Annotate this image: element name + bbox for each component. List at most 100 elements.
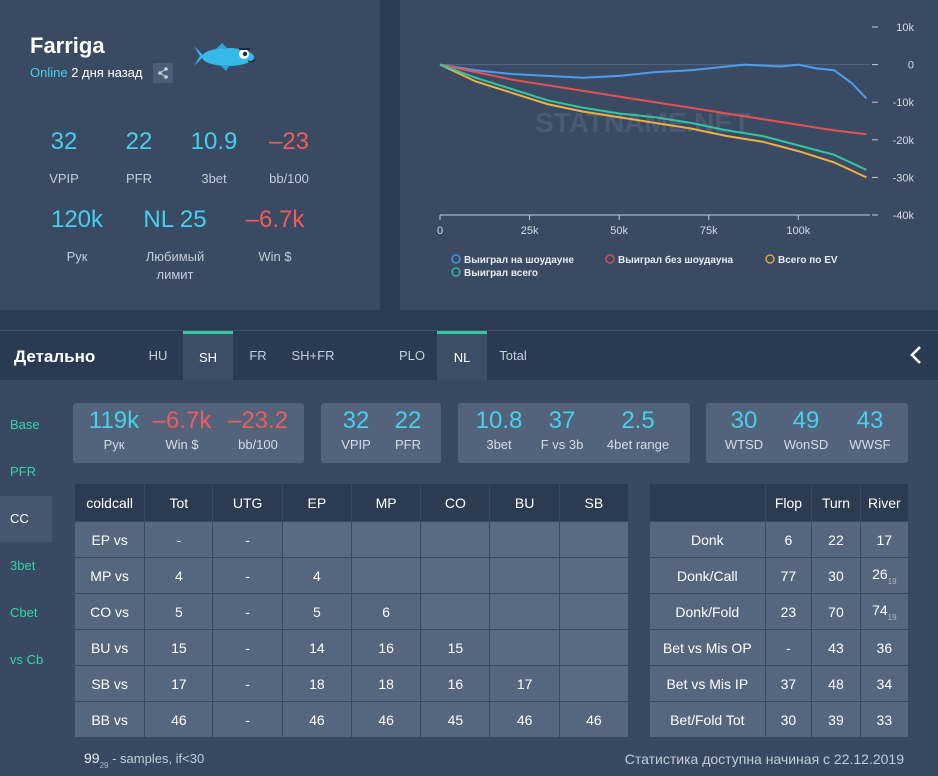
table-row: SB vs 17-18 18 16 17 <box>73 665 630 702</box>
column-header: Tot <box>144 483 214 522</box>
x-tick-label: 75k <box>700 225 718 237</box>
side-item-pfr[interactable]: PFR <box>10 464 36 479</box>
table-cell: - <box>764 629 813 666</box>
table-cell <box>489 557 560 594</box>
row-label: CO vs <box>73 593 146 630</box>
column-header: MP <box>350 483 422 522</box>
stat-box-3bet: 10.8 3bet 37 F vs 3b 2.5 4bet range <box>458 403 690 463</box>
row-label: Bet vs Mis IP <box>649 665 766 702</box>
column-header: Flop <box>764 483 813 522</box>
column-header: UTG <box>212 483 283 522</box>
y-tick-label: -40k <box>893 210 915 222</box>
table-row: Donk/Fold 23 70 7419 <box>649 593 910 630</box>
legend-label: Выиграл без шоудауна <box>618 254 733 266</box>
table-cell: 17 <box>859 521 910 558</box>
table-cell: 5 <box>144 593 214 630</box>
table-cell: 46 <box>350 701 422 738</box>
stat-label: Рук <box>66 249 88 264</box>
table-cell: 70 <box>811 593 861 630</box>
row-label: MP vs <box>73 557 146 594</box>
tab-nl[interactable]: NL <box>437 331 487 381</box>
table-cell: 30 <box>764 701 813 738</box>
column-header: River <box>859 483 910 522</box>
stat-3bet: 10.9 3bet <box>179 128 249 188</box>
legend-label: Выиграл на шоудауне <box>464 255 574 266</box>
table-cell: - <box>212 665 283 702</box>
stat-wonsd: 49 WonSD <box>783 407 829 452</box>
table-cell: 34 <box>859 665 910 702</box>
x-tick-label: 0 <box>437 225 443 237</box>
side-item-cbet[interactable]: Cbet <box>10 605 38 620</box>
table-cell: 45 <box>420 701 491 738</box>
row-label: Bet/Fold Tot <box>649 701 766 738</box>
stat-label: Win $ <box>258 249 292 264</box>
table-cell: - <box>144 521 214 558</box>
table-cell: 6 <box>350 593 422 630</box>
stat-value: –23 <box>268 128 310 155</box>
table-cell: - <box>212 521 283 558</box>
table-cell <box>558 629 630 666</box>
chart-panel: STATNAME.NET 10k 0 -10k -20k -30k -40k 0 25k 50k 7… <box>400 0 938 310</box>
stat-3bet: 10.8 3bet <box>475 407 523 452</box>
tab-sh[interactable]: SH <box>183 331 233 381</box>
table-cell <box>558 665 630 702</box>
tab-fr[interactable]: FR <box>249 348 267 363</box>
table-row: EP vs - - <box>73 521 630 558</box>
player-name: Farriga <box>30 33 105 58</box>
stat-label: bb/100 <box>269 171 309 186</box>
table-cell: 36 <box>859 629 910 666</box>
share-button[interactable] <box>153 63 173 83</box>
last-seen: 2 дня назад <box>71 65 143 80</box>
detail-title: Детально <box>14 347 96 366</box>
samples-note: 9929 - samples, if<30 <box>84 750 205 770</box>
stat-wwsf: 43 WWSF <box>849 407 891 452</box>
column-header: CO <box>420 483 491 522</box>
x-tick-label: 50k <box>610 225 628 237</box>
stat-label: 3bet <box>201 171 227 186</box>
table-cell: 2619 <box>859 557 910 594</box>
stat-label: PFR <box>126 171 152 186</box>
table-cell: 43 <box>811 629 861 666</box>
stat-рук: 120k Рук <box>42 206 112 266</box>
column-header: coldcall <box>73 483 146 522</box>
table-row: Bet vs Mis OP -43 36 <box>649 629 910 666</box>
y-tick-label: -30k <box>893 172 915 184</box>
table-cell: 4 <box>281 557 352 594</box>
tab-total[interactable]: Total <box>499 348 527 363</box>
table-cell: 15 <box>420 629 491 666</box>
row-label: BB vs <box>73 701 146 738</box>
table-header-row: coldcall Tot UTG EP MP CO BU SB <box>73 483 630 522</box>
y-tick-label: -10k <box>893 97 915 109</box>
side-item-base[interactable]: Base <box>10 417 40 432</box>
table-cell: 18 <box>281 665 352 702</box>
stat-win: –6.7k Win $ <box>152 407 212 452</box>
tab-sh-fr[interactable]: SH+FR <box>291 348 335 363</box>
stats-since: Статистика доступна начиная с 22.12.2019 <box>624 751 904 767</box>
tab-plo[interactable]: PLO <box>398 348 425 363</box>
column-header: BU <box>489 483 560 522</box>
sample-count: 19 <box>887 576 897 586</box>
table-cell: 22 <box>811 521 861 558</box>
table-cell: 37 <box>764 665 813 702</box>
table-cell: 39 <box>811 701 861 738</box>
table-cell: - <box>212 701 283 738</box>
table-cell: 48 <box>811 665 861 702</box>
side-item-vs-cb[interactable]: vs Cb <box>10 652 44 667</box>
table-cell: 77 <box>764 557 813 594</box>
row-label: Bet vs Mis OP <box>649 629 766 666</box>
postflop-table: Flop Turn River Donk 6 22 17 Donk/Call 77 30 2619 D… <box>649 483 910 738</box>
table-cell <box>489 521 560 558</box>
chevron-left-icon[interactable] <box>910 345 922 365</box>
stat-value: –6.7k <box>245 206 305 233</box>
stat-box-general: 119k Рук –6.7k Win $ –23.2 bb/100 <box>73 403 304 463</box>
side-item-cc[interactable]: CC <box>0 496 52 542</box>
stat-win-: –6.7k Win $ <box>240 206 310 266</box>
row-label: Donk/Fold <box>649 593 766 630</box>
table-cell: 23 <box>764 593 813 630</box>
stat-box-showdown: 30 WTSD 49 WonSD 43 WWSF <box>706 403 908 463</box>
stat-wtsd: 30 WTSD <box>724 407 764 452</box>
tab-hu[interactable]: HU <box>148 348 168 363</box>
table-cell: 4 <box>144 557 214 594</box>
side-item-3bet[interactable]: 3bet <box>10 558 36 573</box>
